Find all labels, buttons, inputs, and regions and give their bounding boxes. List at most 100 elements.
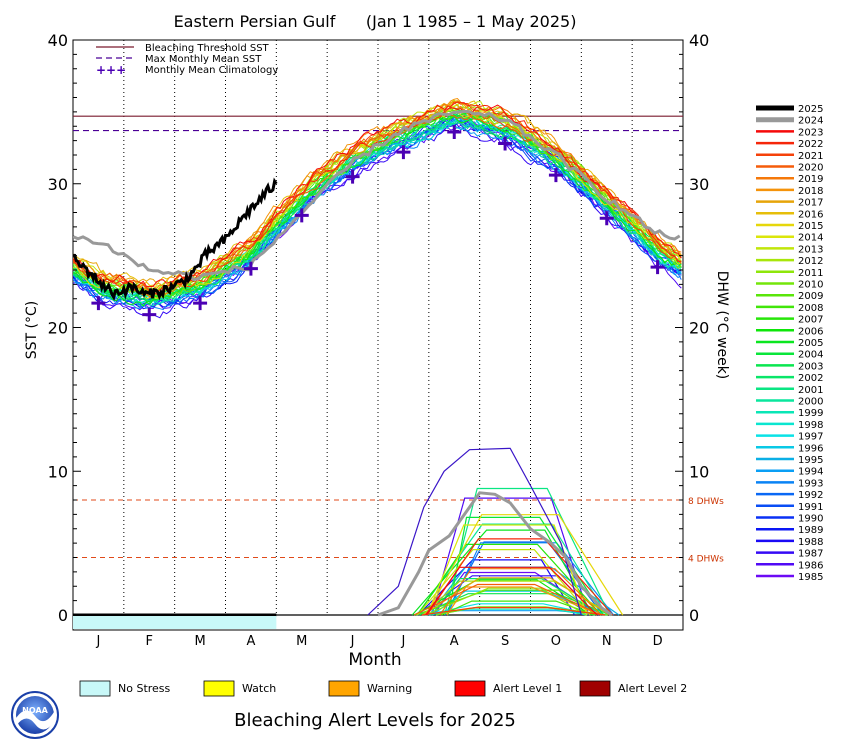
year-legend-label: 1999	[798, 408, 823, 419]
year-legend-label: 2015	[798, 221, 823, 232]
highlighted-series	[73, 109, 681, 617]
y-tick-label-left: 30	[48, 175, 68, 194]
climatology-marker	[345, 169, 360, 184]
climatology-marker	[447, 125, 462, 139]
year-legend-label: 2022	[798, 139, 823, 150]
legend-climatology-swatch: +++	[96, 63, 126, 77]
dhw-line-2000	[416, 523, 608, 616]
alert-label-level-1: Alert Level 1	[493, 682, 562, 695]
year-legend-label: 2006	[798, 326, 823, 337]
sst-line-2008	[73, 111, 682, 299]
climatology-marker	[599, 211, 614, 226]
x-tick-label: M	[194, 634, 205, 649]
year-legend-label: 1996	[798, 443, 823, 454]
sst-line-2025	[73, 177, 278, 301]
year-legend-label: 2020	[798, 163, 823, 174]
x-axis-label: Month	[348, 650, 401, 670]
alert-label-level-2: Alert Level 2	[618, 682, 687, 695]
sst-line-2021	[73, 101, 682, 296]
year-legend-label: 2009	[798, 291, 823, 302]
year-legend-label: 2018	[798, 186, 823, 197]
alert-swatch-level-1	[454, 680, 486, 697]
year-legend-label: 2007	[798, 315, 823, 326]
historical-year-lines	[73, 97, 682, 319]
dhw-line-2017	[422, 577, 611, 616]
climatology-marker	[243, 261, 258, 276]
year-legend: 2025202420232022202120202019201820172016…	[756, 104, 823, 583]
year-legend-label: 1985	[798, 572, 823, 583]
dhw-line-2013	[417, 548, 591, 616]
climatology-marker	[91, 296, 106, 311]
dhw-line-2018	[446, 586, 601, 616]
month-gridlines	[73, 40, 683, 616]
dhw-reference-label: 4 DHWs	[688, 555, 724, 565]
x-tick-label: D	[653, 634, 663, 649]
year-legend-label: 2024	[798, 116, 823, 127]
y-tick-label-left: 20	[48, 319, 68, 338]
chart-title: Eastern Persian Gulf (Jan 1 1985 – 1 May…	[174, 12, 577, 31]
x-tick-label: J	[400, 634, 405, 649]
year-legend-label: 2016	[798, 209, 823, 220]
year-legend-label: 2023	[798, 127, 823, 138]
year-legend-label: 2002	[798, 373, 823, 384]
y-tick-label-right: 20	[689, 319, 709, 338]
year-legend-label: 2017	[798, 198, 823, 209]
reference-lines: 8 DHWs 4 DHWs	[73, 115, 724, 565]
y-tick-label-right: 40	[689, 31, 709, 50]
year-legend-label: 1990	[798, 514, 823, 525]
year-legend-label: 2014	[798, 233, 823, 244]
climatology-marker	[650, 260, 665, 275]
axes: 0 0 10 10 20 20 30 30 40 40 J F M A M J J A S O N D	[48, 31, 710, 649]
year-legend-label: 2004	[798, 350, 823, 361]
y-tick-label-right: 0	[689, 606, 699, 625]
x-tick-label: S	[501, 634, 509, 649]
dhw-line-2011	[425, 587, 587, 616]
x-tick-label: A	[450, 634, 459, 649]
year-legend-label: 2005	[798, 338, 823, 349]
legend-mmm-label: Max Monthly Mean SST	[145, 54, 262, 65]
alert-swatch-no-stress	[79, 680, 111, 697]
climatology-marker	[294, 208, 309, 223]
dhw-line-2023	[425, 566, 598, 616]
noaa-logo: NOAA	[11, 691, 59, 739]
x-tick-label: M	[296, 634, 307, 649]
year-legend-label: 2019	[798, 174, 823, 185]
year-legend-label: 1992	[798, 490, 823, 501]
year-legend-label: 1994	[798, 467, 823, 478]
x-tick-label: A	[246, 634, 255, 649]
dhw-lines	[367, 447, 624, 616]
year-legend-label: 1998	[798, 420, 823, 431]
alert-swatch-warning	[328, 680, 360, 697]
year-legend-label: 1991	[798, 502, 823, 513]
x-tick-label: J	[350, 634, 355, 649]
year-legend-label: 2001	[798, 385, 823, 396]
climatology-marker	[548, 168, 563, 183]
climatology-marker	[396, 145, 411, 160]
sst-line-2024	[73, 109, 681, 282]
sst-line-2007	[73, 108, 682, 296]
year-legend-label: 2025	[798, 104, 823, 115]
dhw-line-max	[367, 447, 582, 616]
climatology-marker	[498, 136, 513, 151]
alert-label-no-stress: No Stress	[118, 682, 171, 695]
year-legend-label: 1986	[798, 560, 823, 571]
x-tick-label: J	[95, 634, 100, 649]
y-axis-label-left: SST (°C)	[24, 301, 40, 359]
x-tick-label: O	[551, 634, 561, 649]
year-legend-label: 1989	[798, 525, 823, 536]
dhw-line-1986	[431, 497, 590, 616]
legend-climatology-label: Monthly Mean Climatology	[145, 65, 278, 76]
alert-band-no-stress	[73, 616, 277, 629]
legend-threshold-label: Bleaching Threshold SST	[145, 43, 270, 54]
dhw-line-2024	[377, 491, 613, 617]
y-tick-label-right: 10	[689, 462, 709, 481]
year-legend-label: 2008	[798, 303, 823, 314]
year-legend-label: 1997	[798, 432, 823, 443]
sst-line-1991	[73, 120, 682, 306]
noaa-logo-text: NOAA	[22, 706, 48, 715]
alert-label-warning: Warning	[367, 682, 412, 695]
y-axis-label-right: DHW (°C week)	[714, 271, 730, 380]
dhw-line-2019	[439, 568, 602, 616]
dhw-line-2014	[426, 524, 588, 616]
